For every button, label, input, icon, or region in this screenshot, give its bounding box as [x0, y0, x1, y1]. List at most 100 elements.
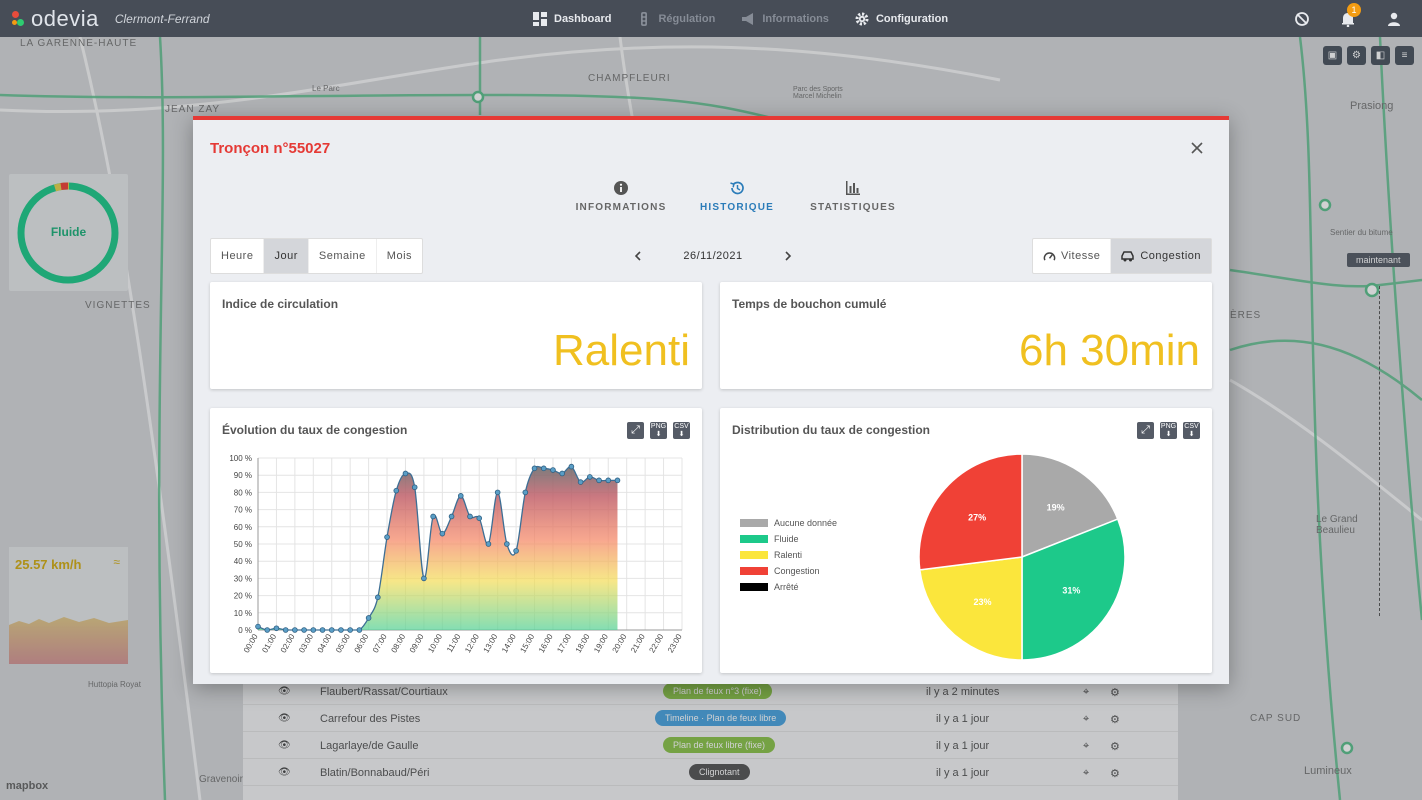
close-icon[interactable] [1189, 140, 1205, 156]
chevron-right-icon[interactable] [783, 250, 793, 262]
nav-dashboard[interactable]: Dashboard [533, 11, 611, 26]
period-jour[interactable]: Jour [264, 239, 309, 273]
data-point [402, 470, 409, 477]
data-point [504, 541, 510, 547]
x-tick-label: 01:00 [260, 632, 278, 654]
legend-swatch [740, 551, 768, 559]
map-label: Lumineux [1304, 765, 1352, 777]
megaphone-icon [742, 12, 754, 25]
x-tick-label: 09:00 [408, 632, 426, 654]
data-point [457, 493, 464, 499]
history-icon [730, 181, 744, 195]
user-icon[interactable] [1386, 11, 1402, 27]
png-download-button[interactable]: PNG ⬇ [650, 422, 667, 439]
mode-label: Vitesse [1060, 250, 1101, 262]
legend-item[interactable]: Fluide [740, 534, 837, 544]
car-layer-icon[interactable]: ▣ [1323, 46, 1342, 65]
legend-item[interactable]: Congestion [740, 566, 837, 576]
period-mois[interactable]: Mois [386, 250, 413, 262]
legend-item[interactable]: Ralenti [740, 550, 837, 560]
y-tick-label: 0 % [238, 626, 252, 635]
csv-download-button[interactable]: CSV ⬇ [673, 422, 690, 439]
legend-swatch [740, 519, 768, 527]
csv-download-button[interactable]: CSV ⬇ [1183, 422, 1200, 439]
nav-configuration[interactable]: Configuration [855, 12, 948, 26]
y-tick-label: 100 % [229, 454, 252, 463]
speed-widget[interactable]: 25.57 km/h ≈ [9, 547, 128, 664]
data-point [531, 465, 538, 472]
mode-label: Congestion [1140, 250, 1201, 262]
pie-label: 19% [1047, 503, 1065, 513]
main-nav: Dashboard Régulation Informations Config… [533, 0, 974, 37]
table-row[interactable]: 👁 Flaubert/Rassat/Courtiaux Plan de feux… [243, 678, 1178, 705]
menu-icon[interactable]: ≡ [1395, 46, 1414, 65]
gear-layer-icon[interactable]: ⚙ [1347, 46, 1366, 65]
gear-icon[interactable]: ⚙ [1110, 714, 1120, 726]
png-label: PNG [1160, 423, 1177, 430]
gear-icon [855, 12, 869, 25]
pie-label: 23% [973, 597, 991, 607]
area-fill [258, 466, 618, 630]
evolution-card: Évolution du taux de congestion ⤢ PNG ⬇ C… [210, 408, 702, 673]
y-tick-label: 60 % [234, 523, 252, 532]
eye-icon[interactable]: 👁 [278, 686, 291, 697]
app-logo[interactable]: odevia [12, 6, 99, 32]
data-point [338, 627, 344, 633]
fluide-widget[interactable]: Fluide [9, 174, 128, 291]
data-point [301, 627, 307, 633]
tab-historique[interactable]: HISTORIQUE [679, 180, 795, 213]
table-row[interactable]: 👁 Lagarlaye/de Gaulle Plan de feux libre… [243, 732, 1178, 759]
expand-icon[interactable]: ⤢ [1137, 422, 1154, 439]
gear-icon[interactable]: ⚙ [1110, 687, 1120, 699]
table-row[interactable]: 👁 Carrefour des Pistes Timeline · Plan d… [243, 705, 1178, 732]
png-label: PNG [650, 423, 667, 430]
gear-icon[interactable]: ⚙ [1110, 741, 1120, 753]
tab-statistiques[interactable]: STATISTIQUES [795, 180, 911, 213]
tab-informations[interactable]: INFORMATIONS [563, 180, 679, 213]
eye-icon[interactable]: 👁 [278, 767, 291, 778]
history-off-icon[interactable] [1294, 11, 1310, 27]
mode-congestion[interactable]: Congestion [1111, 239, 1211, 273]
notification-bell[interactable]: 1 [1340, 2, 1361, 27]
map-label: Le Grand Beaulieu [1316, 514, 1358, 536]
data-point [365, 615, 372, 621]
data-point [255, 623, 261, 630]
eye-icon[interactable]: 👁 [278, 740, 291, 751]
period-semaine[interactable]: Semaine [309, 239, 377, 273]
data-point [476, 515, 483, 521]
plan-pill: Plan de feux libre (fixe) [663, 737, 776, 753]
target-icon[interactable]: ⌖ [1083, 686, 1090, 698]
y-tick-label: 90 % [234, 471, 252, 480]
map-label: JEAN ZAY [165, 104, 221, 115]
pie-slice [918, 453, 1023, 571]
eye-icon[interactable]: 👁 [278, 713, 291, 724]
nav-regulation[interactable]: Régulation [637, 11, 715, 26]
nav-informations[interactable]: Informations [741, 12, 829, 26]
logo-text: odevia [31, 5, 99, 31]
data-point [540, 465, 547, 472]
x-tick-label: 20:00 [611, 632, 629, 654]
data-point [393, 487, 400, 494]
info-layer-icon[interactable]: ◧ [1371, 46, 1390, 65]
expand-icon[interactable]: ⤢ [627, 422, 644, 439]
target-icon[interactable]: ⌖ [1083, 713, 1090, 725]
logo-mark-icon [12, 10, 28, 27]
legend-label: Fluide [774, 534, 799, 544]
period-heure[interactable]: Heure [211, 239, 265, 273]
target-icon[interactable]: ⌖ [1083, 767, 1090, 779]
mode-vitesse[interactable]: Vitesse [1033, 239, 1112, 273]
congestion-pie-chart[interactable]: 19% 31% 23% 27% [720, 408, 1212, 673]
chevron-left-icon[interactable] [633, 250, 643, 262]
congestion-area-chart[interactable]: 0 % 10 % 20 % 30 % 40 % 50 % 60 % 70 % 80 % 90 % 1… [210, 408, 702, 673]
data-point [411, 484, 418, 491]
png-download-button[interactable]: PNG ⬇ [1160, 422, 1177, 439]
background-table: 👁 Flaubert/Rassat/Courtiaux Plan de feux… [243, 683, 1178, 800]
x-tick-label: 22:00 [647, 632, 665, 654]
data-point [513, 548, 519, 554]
legend-item[interactable]: Aucune donnée [740, 518, 837, 528]
target-icon[interactable]: ⌖ [1083, 740, 1090, 752]
gear-icon[interactable]: ⚙ [1110, 768, 1120, 780]
legend-item[interactable]: Arrêté [740, 582, 837, 592]
table-row[interactable]: 👁 Blatin/Bonnabaud/Péri Clignotant il y … [243, 759, 1178, 786]
now-marker-line [1379, 286, 1380, 616]
